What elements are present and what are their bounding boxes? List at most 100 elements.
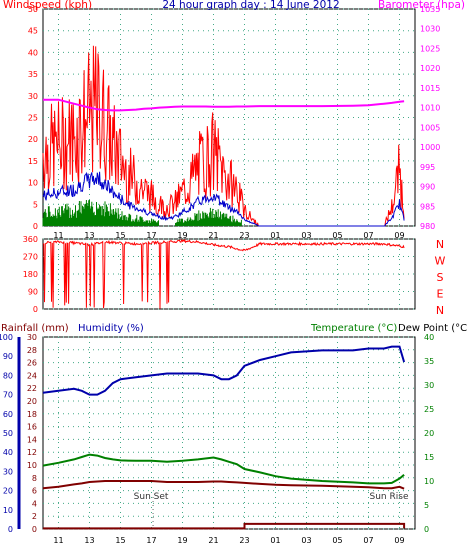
rainfall-tick-label: 16 [27,423,37,432]
temperature-series [42,453,405,485]
wind-direction-series [42,238,405,309]
top-x-tick-label: 13 [84,231,94,240]
bottom-x-tick-label: 07 [363,536,373,545]
compass-label: N [436,238,444,251]
sunrise-label: Sun Rise [370,492,409,502]
rainfall-tick-label: 26 [27,359,37,368]
bottom-x-tick-label: 19 [177,536,187,545]
chart-title: 24 hour graph day : 14 June 2012 [162,0,339,11]
rainfall-tick-label: 22 [27,384,37,393]
rainfall-tick-label: 14 [27,435,37,444]
humidity-tick-label: 100 [0,333,13,342]
humidity-tick-label: 20 [3,487,13,496]
barometer-tick-label: 1015 [420,84,440,93]
wind-gust-bars [42,200,242,226]
humidity-axis-label: Humidity (%) [78,323,144,334]
bottom-x-tick-label: 01 [270,536,280,545]
direction-tick-label: 270 [23,253,38,262]
dewpoint-axis-label: Dew Point (°C) [398,323,468,334]
barometer-tick-label: 1035 [420,5,440,14]
direction-tick-label: 180 [23,270,38,279]
top-x-tick-label: 21 [208,231,218,240]
rainfall-tick-label: 8 [32,474,37,483]
windspeed-tick-label: 5 [33,200,38,209]
humidity-tick-label: 90 [3,352,13,361]
wind-average-series [42,171,405,227]
temperature-axis-label: Temperature (°C) [310,323,397,334]
rainfall-series [43,522,406,530]
rainfall-tick-label: 20 [27,397,37,406]
windspeed-tick-label: 10 [28,179,38,188]
bottom-x-tick-label: 11 [53,536,63,545]
top-x-tick-label: 23 [239,231,249,240]
temperature-tick-label: 5 [424,501,429,510]
temperature-tick-label: 0 [424,525,429,534]
rainfall-axis-label: Rainfall (mm) [1,323,69,334]
temperature-tick-label: 15 [424,453,434,462]
barometer-tick-label: 980 [420,222,435,231]
barometer-tick-label: 1005 [420,123,440,132]
rainfall-tick-label: 2 [32,512,37,521]
top-x-tick-label: 11 [53,231,63,240]
barometer-tick-label: 1020 [420,64,440,73]
temperature-tick-label: 40 [424,333,434,342]
temperature-tick-label: 10 [424,477,434,486]
barometer-tick-label: 990 [420,183,435,192]
rainfall-tick-label: 18 [27,410,37,419]
humidity-tick-label: 70 [3,391,13,400]
barometer-tick-label: 1000 [420,143,440,152]
bottom-x-tick-label: 15 [115,536,125,545]
temperature-tick-label: 30 [424,381,434,390]
temperature-tick-label: 20 [424,429,434,438]
rainfall-tick-label: 4 [32,499,37,508]
humidity-tick-label: 40 [3,448,13,457]
humidity-tick-label: 50 [3,429,13,438]
rainfall-tick-label: 24 [27,371,37,380]
humidity-series [42,345,406,396]
compass-label: N [436,304,444,317]
plot-frame-3 [42,336,416,530]
windspeed-tick-label: 30 [28,92,38,101]
rainfall-tick-label: 30 [27,333,37,342]
barometer-tick-label: 985 [420,202,435,211]
windspeed-axis-label: Windspeed (kph) [3,0,92,11]
compass-label: E [437,288,444,301]
compass-label: S [437,271,444,284]
windspeed-tick-label: 50 [28,5,38,14]
bottom-x-tick-label: 21 [208,536,218,545]
humidity-tick-label: 30 [3,467,13,476]
top-x-tick-label: 03 [301,231,311,240]
windspeed-tick-label: 20 [28,135,38,144]
bottom-x-tick-label: 03 [301,536,311,545]
barometer-tick-label: 995 [420,163,435,172]
direction-tick-label: 360 [23,235,38,244]
rainfall-tick-label: 12 [27,448,37,457]
compass-label: W [435,255,446,268]
top-x-tick-label: 17 [146,231,156,240]
bottom-x-tick-label: 09 [394,536,404,545]
bottom-x-tick-label: 13 [84,536,94,545]
windspeed-tick-label: 40 [28,48,38,57]
bottom-x-tick-label: 17 [146,536,156,545]
direction-tick-label: 0 [33,305,38,314]
humidity-tick-label: 80 [3,371,13,380]
barometer-tick-label: 1010 [420,104,440,113]
windspeed-tick-label: 35 [28,70,38,79]
sunset-label: Sun Set [134,492,169,502]
windspeed-tick-label: 15 [28,157,38,166]
rainfall-tick-label: 0 [32,525,37,534]
barometer-tick-label: 1030 [420,25,440,34]
humidity-tick-label: 10 [3,506,13,515]
bottom-x-tick-label: 23 [239,536,249,545]
top-x-tick-label: 07 [363,231,373,240]
top-x-tick-label: 15 [115,231,125,240]
rainfall-tick-label: 6 [32,487,37,496]
top-x-tick-label: 05 [332,231,342,240]
barometer-series [43,98,405,112]
windspeed-tick-label: 25 [28,114,38,123]
barometer-tick-label: 1025 [420,44,440,53]
barometer-axis-label: Barometer (hpa) [378,0,465,11]
bottom-x-tick-label: 05 [332,536,342,545]
top-x-tick-label: 09 [394,231,404,240]
